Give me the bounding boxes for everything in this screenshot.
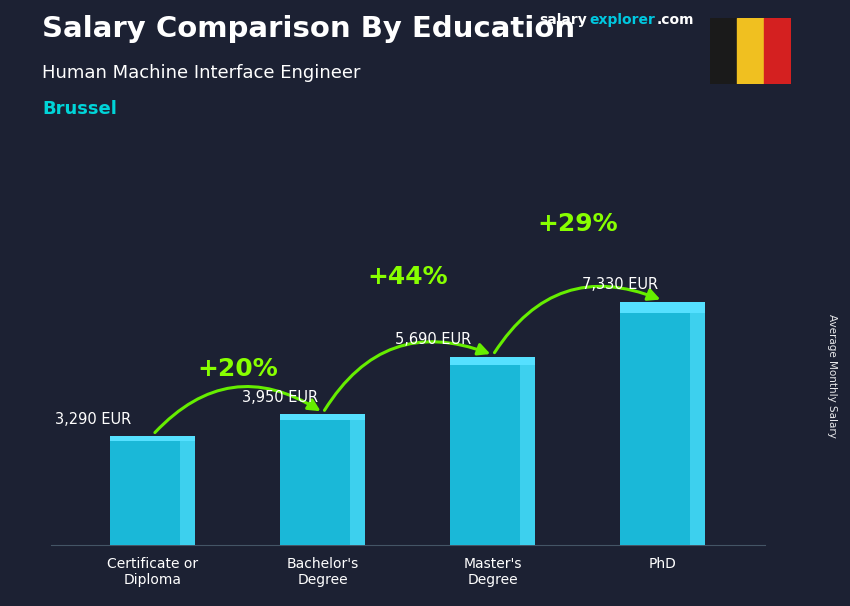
- Bar: [737, 18, 763, 84]
- Bar: [350, 415, 366, 545]
- Bar: [620, 302, 706, 545]
- Bar: [180, 436, 196, 545]
- Text: Brussel: Brussel: [42, 100, 117, 118]
- Text: 3,950 EUR: 3,950 EUR: [242, 390, 319, 405]
- Text: +29%: +29%: [538, 213, 618, 236]
- Text: salary: salary: [540, 13, 587, 27]
- Bar: [280, 415, 366, 545]
- Bar: [690, 302, 706, 545]
- Text: 5,690 EUR: 5,690 EUR: [395, 332, 472, 347]
- Bar: [763, 18, 791, 84]
- Bar: [620, 302, 706, 313]
- Bar: [280, 415, 366, 421]
- Bar: [520, 357, 536, 545]
- Text: 3,290 EUR: 3,290 EUR: [55, 412, 132, 427]
- Bar: [110, 436, 196, 441]
- Text: Salary Comparison By Education: Salary Comparison By Education: [42, 15, 575, 43]
- Text: explorer: explorer: [589, 13, 654, 27]
- Bar: [450, 357, 536, 365]
- Text: Average Monthly Salary: Average Monthly Salary: [827, 314, 837, 438]
- Bar: [110, 436, 196, 545]
- Text: +44%: +44%: [368, 265, 448, 290]
- Bar: [710, 18, 737, 84]
- Text: .com: .com: [657, 13, 694, 27]
- Bar: [450, 357, 536, 545]
- Text: +20%: +20%: [197, 356, 278, 381]
- Text: 7,330 EUR: 7,330 EUR: [582, 277, 659, 291]
- Text: Human Machine Interface Engineer: Human Machine Interface Engineer: [42, 64, 361, 82]
